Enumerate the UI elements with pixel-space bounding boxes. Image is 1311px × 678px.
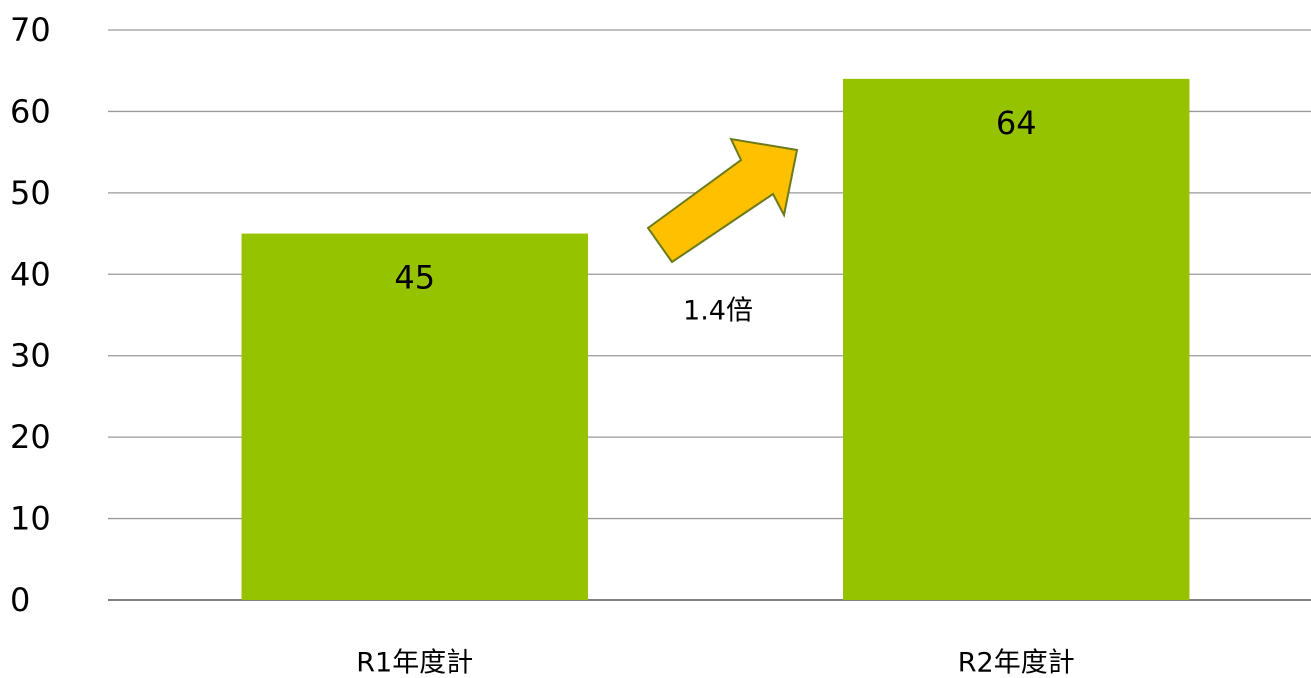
bar <box>241 233 588 601</box>
x-tick-label: R1年度計 <box>356 648 473 678</box>
value-label: 45 <box>394 259 435 297</box>
y-tick-label: 10 <box>10 500 51 538</box>
increase-arrow <box>646 137 799 264</box>
annotation: 1.4倍 <box>683 296 753 327</box>
value-label: 64 <box>996 104 1037 142</box>
y-tick-label: 70 <box>10 11 51 49</box>
y-tick-label: 0 <box>10 581 30 619</box>
y-tick-label: 50 <box>10 174 51 212</box>
y-tick-label: 40 <box>10 255 51 293</box>
y-tick-label: 30 <box>10 337 51 375</box>
y-tick-label: 20 <box>10 418 51 456</box>
bar <box>843 78 1190 601</box>
y-tick-label: 60 <box>10 92 51 130</box>
x-tick-label: R2年度計 <box>958 648 1075 678</box>
bars <box>241 78 1190 601</box>
